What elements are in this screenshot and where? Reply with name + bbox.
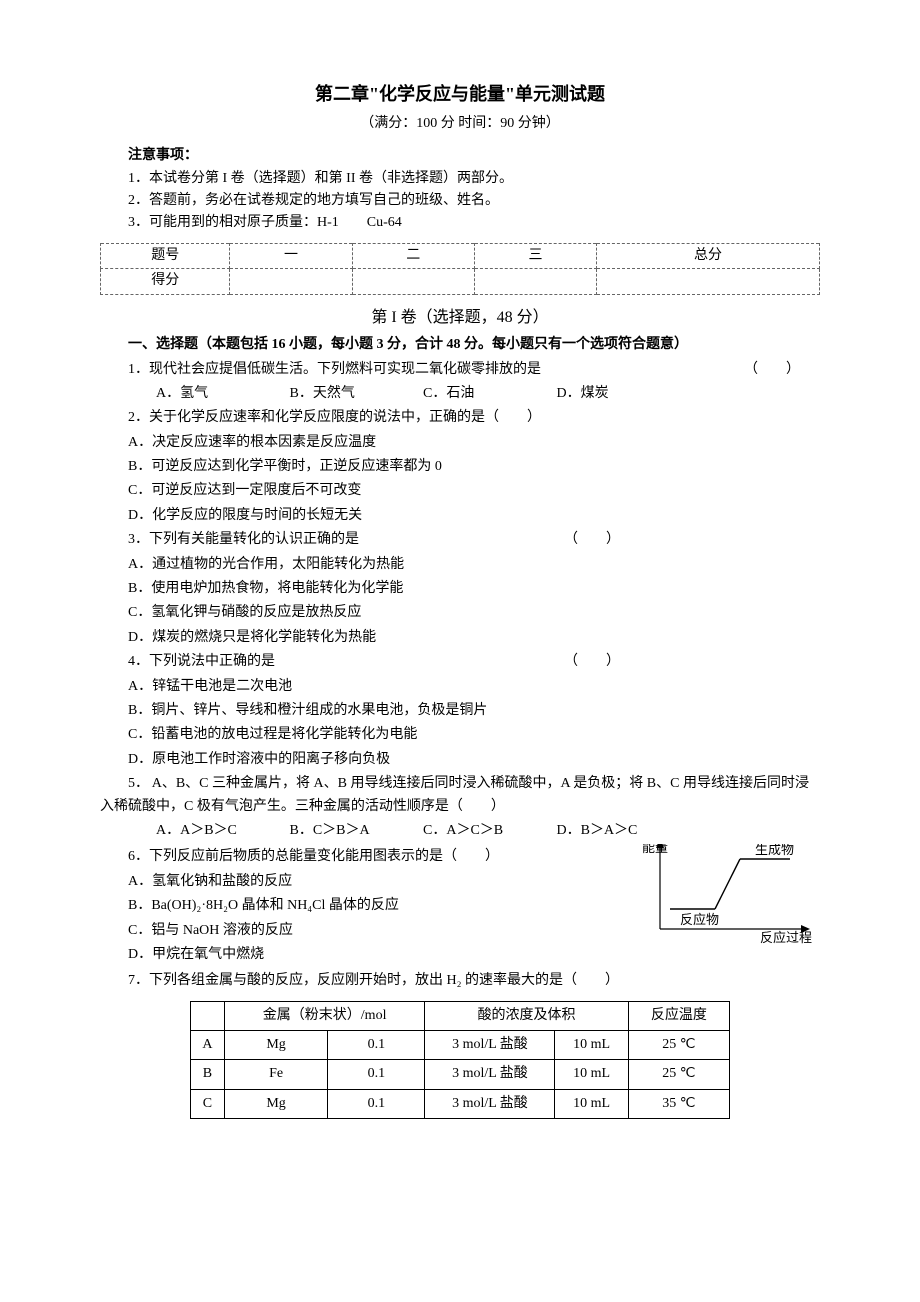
score-table: 题号 一 二 三 总分 得分 <box>100 243 820 295</box>
q4-opt-C: C．铅蓄电池的放电过程是将化学能转化为电能 <box>100 724 820 746</box>
score-td-label: 得分 <box>101 269 230 294</box>
q7-B-acid: 3 mol/L 盐酸 <box>425 1060 555 1089</box>
q7-C-metal: Mg <box>224 1089 327 1118</box>
q7-th-temp: 反应温度 <box>628 1001 729 1030</box>
q7-A-label: A <box>191 1031 225 1060</box>
q7-row-B: B Fe 0.1 3 mol/L 盐酸 10 mL 25 ℃ <box>191 1060 730 1089</box>
product-label: 生成物 <box>755 844 794 857</box>
q7-B-label: B <box>191 1060 225 1089</box>
q3-blank: （ ） <box>536 529 620 551</box>
q7-B-metal: Fe <box>224 1060 327 1089</box>
q1-text: 1．现代社会应提倡低碳生活。下列燃料可实现二氧化碳零排放的是 <box>128 362 541 377</box>
y-axis-label: 能量 <box>642 844 668 855</box>
q7-C-temp: 35 ℃ <box>628 1089 729 1118</box>
score-td-1 <box>230 269 352 294</box>
q7-th-metal: 金属（粉末状）/mol <box>224 1001 424 1030</box>
q7-A-mol: 0.1 <box>328 1031 425 1060</box>
score-th-3: 三 <box>474 243 596 268</box>
q7-A-temp: 25 ℃ <box>628 1031 729 1060</box>
q7-row-A: A Mg 0.1 3 mol/L 盐酸 10 mL 25 ℃ <box>191 1031 730 1060</box>
subtitle: （满分：100 分 时间：90 分钟） <box>100 113 820 135</box>
score-th-label: 题号 <box>101 243 230 268</box>
q7-B-mol: 0.1 <box>328 1060 425 1089</box>
score-td-3 <box>474 269 596 294</box>
section-1-intro: 一、选择题（本题包括 16 小题，每小题 3 分，合计 48 分。每小题只有一个… <box>100 334 820 356</box>
note-1: 1．本试卷分第 I 卷（选择题）和第 II 卷（非选择题）两部分。 <box>100 168 820 190</box>
score-table-value-row: 得分 <box>101 269 820 294</box>
q1-stem: 1．现代社会应提倡低碳生活。下列燃料可实现二氧化碳零排放的是 （ ） <box>100 359 820 381</box>
score-th-total: 总分 <box>597 243 820 268</box>
q5-opt-C: C．A＞C＞B <box>395 820 525 842</box>
q7-C-acid: 3 mol/L 盐酸 <box>425 1089 555 1118</box>
q1-options: A．氢气 B．天然气 C．石油 D．煤炭 <box>100 383 820 405</box>
score-td-2 <box>352 269 474 294</box>
score-table-header-row: 题号 一 二 三 总分 <box>101 243 820 268</box>
q3-opt-D: D．煤炭的燃烧只是将化学能转化为热能 <box>100 627 820 649</box>
q7-A-metal: Mg <box>224 1031 327 1060</box>
q7-B-temp: 25 ℃ <box>628 1060 729 1089</box>
q4-stem: 4．下列说法中正确的是 （ ） <box>100 651 820 673</box>
q7-C-mol: 0.1 <box>328 1089 425 1118</box>
q6-block: 能量 反应过程 反应物 生成物 6．下列反应前后物质的总能量变化能用图表示的是（… <box>100 844 820 968</box>
q2-opt-D: D．化学反应的限度与时间的长短无关 <box>100 505 820 527</box>
q1-opt-B: B．天然气 <box>262 383 392 405</box>
notes-header: 注意事项： <box>100 145 820 167</box>
q4-opt-A: A．锌锰干电池是二次电池 <box>100 676 820 698</box>
q7-table: 金属（粉末状）/mol 酸的浓度及体积 反应温度 A Mg 0.1 3 mol/… <box>190 1001 730 1120</box>
note-3: 3．可能用到的相对原子质量：H-1 Cu-64 <box>100 212 820 234</box>
q1-opt-C: C．石油 <box>395 383 525 405</box>
q1-blank: （ ） <box>716 359 800 381</box>
q7-stem: 7．下列各组金属与酸的反应，反应刚开始时，放出 H₂ 的速率最大的是（ ） <box>100 970 820 992</box>
q7-th-row: 金属（粉末状）/mol 酸的浓度及体积 反应温度 <box>191 1001 730 1030</box>
q7-C-vol: 10 mL <box>555 1089 628 1118</box>
section-1-header: 第 I 卷（选择题，48 分） <box>100 305 820 331</box>
score-th-2: 二 <box>352 243 474 268</box>
q7-th-acid: 酸的浓度及体积 <box>425 1001 628 1030</box>
q2-opt-B: B．可逆反应达到化学平衡时，正逆反应速率都为 0 <box>100 456 820 478</box>
q7-A-vol: 10 mL <box>555 1031 628 1060</box>
q2-opt-C: C．可逆反应达到一定限度后不可改变 <box>100 480 820 502</box>
q7-C-label: C <box>191 1089 225 1118</box>
q2-stem: 2．关于化学反应速率和化学反应限度的说法中，正确的是（ ） <box>100 407 820 429</box>
q7-B-vol: 10 mL <box>555 1060 628 1089</box>
q3-opt-C: C．氢氧化钾与硝酸的反应是放热反应 <box>100 602 820 624</box>
q7-th-blank <box>191 1001 225 1030</box>
q2-opt-A: A．决定反应速率的根本因素是反应温度 <box>100 432 820 454</box>
q4-opt-B: B．铜片、锌片、导线和橙汁组成的水果电池，负极是铜片 <box>100 700 820 722</box>
notes-block: 注意事项： 1．本试卷分第 I 卷（选择题）和第 II 卷（非选择题）两部分。 … <box>100 145 820 235</box>
note-2: 2．答题前，务必在试卷规定的地方填写自己的班级、姓名。 <box>100 190 820 212</box>
q4-text: 4．下列说法中正确的是 <box>128 654 275 669</box>
q1-opt-A: A．氢气 <box>128 383 258 405</box>
reactant-label: 反应物 <box>680 912 719 927</box>
q1-opt-D: D．煤炭 <box>529 383 659 405</box>
q3-opt-B: B．使用电炉加热食物，将电能转化为化学能 <box>100 578 820 600</box>
q4-blank: （ ） <box>536 651 620 673</box>
q3-opt-A: A．通过植物的光合作用，太阳能转化为热能 <box>100 554 820 576</box>
q5-opt-D: D．B＞A＞C <box>529 820 659 842</box>
energy-diagram-figure: 能量 反应过程 反应物 生成物 <box>640 844 820 944</box>
page-title: 第二章"化学反应与能量"单元测试题 <box>100 80 820 109</box>
q5-opt-A: A．A＞B＞C <box>128 820 258 842</box>
q7-row-C: C Mg 0.1 3 mol/L 盐酸 10 mL 35 ℃ <box>191 1089 730 1118</box>
q4-opt-D: D．原电池工作时溶液中的阳离子移向负极 <box>100 749 820 771</box>
transition-line <box>715 859 740 909</box>
x-axis-label: 反应过程 <box>760 930 812 944</box>
score-td-total <box>597 269 820 294</box>
q3-text: 3．下列有关能量转化的认识正确的是 <box>128 532 359 547</box>
score-th-1: 一 <box>230 243 352 268</box>
q5-stem: 5． A、B、C 三种金属片，将 A、B 用导线连接后同时浸入稀硫酸中，A 是负… <box>100 773 820 818</box>
q5-opt-B: B．C＞B＞A <box>262 820 392 842</box>
q5-options: A．A＞B＞C B．C＞B＞A C．A＞C＞B D．B＞A＞C <box>100 820 820 842</box>
q3-stem: 3．下列有关能量转化的认识正确的是 （ ） <box>100 529 820 551</box>
q7-A-acid: 3 mol/L 盐酸 <box>425 1031 555 1060</box>
q6-opt-D: D．甲烷在氧气中燃烧 <box>100 944 820 966</box>
